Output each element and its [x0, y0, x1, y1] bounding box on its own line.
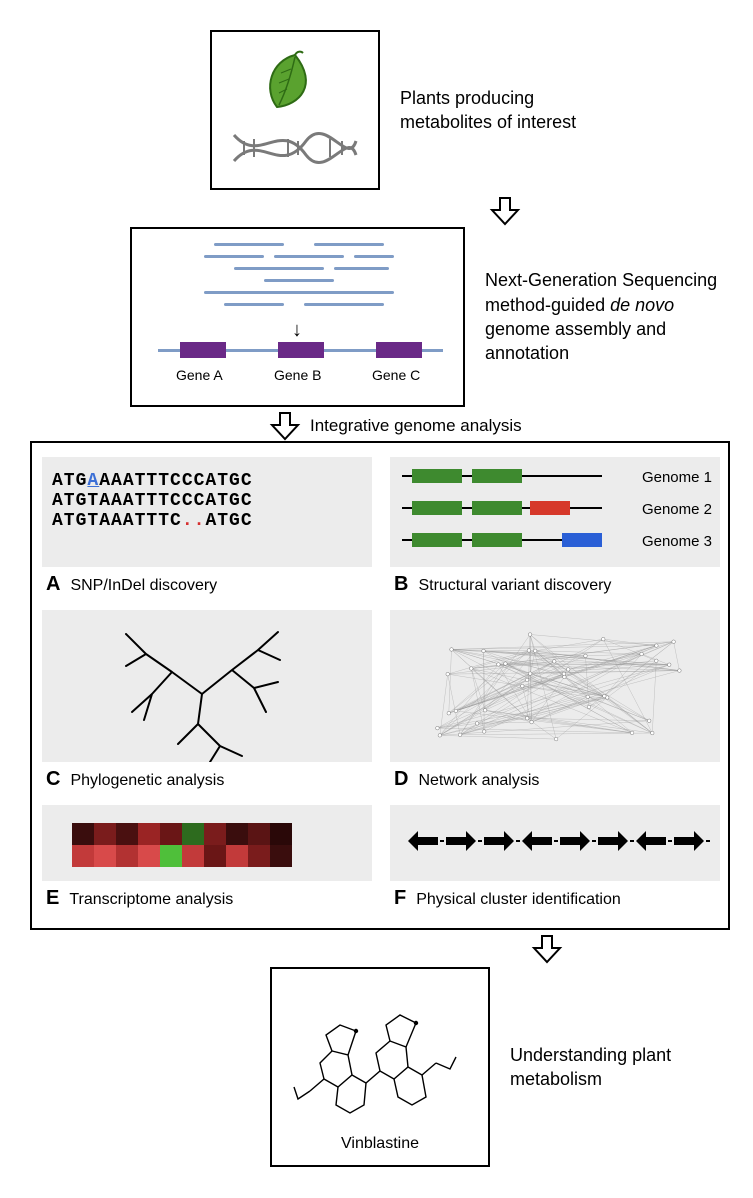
vinblastine-structure-icon [280, 981, 480, 1131]
arrow-2-row: Integrative genome analysis [268, 411, 733, 441]
arrow-3 [360, 934, 733, 969]
stage-plants-row: Plants producing metabolites of interest [210, 30, 733, 190]
panel-network: D Network analysis [390, 610, 720, 791]
panel-sv: Genome 1Genome 2Genome 3 B Structural va… [390, 457, 720, 596]
panel-sv-img: Genome 1Genome 2Genome 3 [390, 457, 720, 567]
panel-phylo: C Phylogenetic analysis [42, 610, 372, 791]
phylo-tree-icon [82, 616, 342, 762]
panel-phylo-img [42, 610, 372, 762]
stage4-caption: Understanding plant metabolism [510, 1043, 710, 1092]
stage-output-row: Vinblastine Understanding plant metaboli… [270, 967, 733, 1167]
panel-network-img [390, 610, 720, 762]
panel-b-label: Structural variant discovery [418, 577, 611, 595]
panel-transcriptome: E Transcriptome analysis [42, 805, 372, 910]
panel-e-letter: E [46, 887, 59, 910]
panel-f-label: Physical cluster identification [416, 891, 621, 909]
sequencing-box: ↓ Gene A Gene B Gene C [130, 227, 465, 407]
gene-c-label: Gene C [372, 367, 420, 383]
panel-c-label: Phylogenetic analysis [70, 772, 224, 790]
panel-c-letter: C [46, 768, 60, 791]
gene-block-b [278, 342, 324, 358]
heatmap-icon [72, 823, 292, 867]
panel-d-letter: D [394, 768, 408, 791]
dna-icon [230, 125, 360, 171]
leaf-dna-box [210, 30, 380, 190]
panel-f-letter: F [394, 887, 406, 910]
vinblastine-box: Vinblastine [270, 967, 490, 1167]
gene-b-label: Gene B [274, 367, 321, 383]
stage2-caption: Next-Generation Sequencing method-guided… [485, 268, 725, 365]
panel-d-label: Network analysis [418, 772, 539, 790]
panel-cluster-img [390, 805, 720, 881]
stage1-caption: Plants producing metabolites of interest [400, 86, 620, 135]
panel-b-letter: B [394, 573, 408, 596]
gene-cluster-icon [406, 829, 710, 853]
arrow-1 [276, 196, 733, 231]
stage-seq-row: ↓ Gene A Gene B Gene C Next-Generation S… [130, 227, 733, 407]
panel-cluster: F Physical cluster identification [390, 805, 720, 910]
integrative-label: Integrative genome analysis [310, 416, 522, 436]
panel-snp: ATGAAAATTTCCCATGCATGTAAATTTCCCATGCATGTAA… [42, 457, 372, 596]
analysis-grid: ATGAAAATTTCCCATGCATGTAAATTTCCCATGCATGTAA… [30, 441, 730, 930]
network-icon [390, 610, 720, 762]
panel-a-letter: A [46, 573, 60, 596]
panel-e-label: Transcriptome analysis [69, 891, 233, 909]
arrow-2 [268, 411, 302, 441]
gene-a-label: Gene A [176, 367, 223, 383]
panel-a-label: SNP/InDel discovery [70, 577, 217, 595]
leaf-icon [255, 49, 335, 119]
panel-heatmap-img [42, 805, 372, 881]
panel-snp-img: ATGAAAATTTCCCATGCATGTAAATTTCCCATGCATGTAA… [42, 457, 372, 567]
vinblastine-label: Vinblastine [341, 1135, 419, 1153]
assembly-arrow-icon: ↓ [292, 319, 302, 342]
gene-block-c [376, 342, 422, 358]
stage2-caption-text: Next-Generation Sequencing method-guided… [485, 270, 717, 363]
gene-block-a [180, 342, 226, 358]
